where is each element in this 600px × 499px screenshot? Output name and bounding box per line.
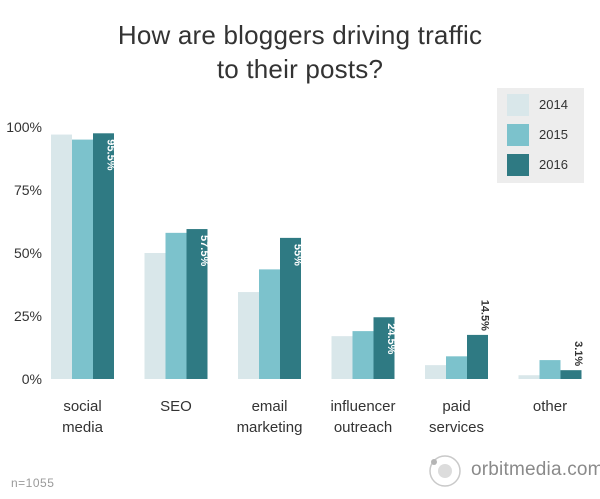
orbit-icon <box>429 455 461 487</box>
legend-label-2015: 2015 <box>539 127 568 142</box>
data-label: 3.1% <box>572 341 584 366</box>
bar-2014 <box>238 292 259 379</box>
bar-2014 <box>425 365 446 379</box>
legend-swatch-2015 <box>507 124 529 146</box>
bar-2015 <box>539 360 561 379</box>
y-tick-label: 75% <box>14 182 42 198</box>
chart-title-line-2: to their posts? <box>216 54 384 84</box>
data-label: 14.5% <box>479 300 491 331</box>
bar-2016 <box>186 229 208 379</box>
x-category-label: influencer <box>330 398 395 415</box>
bar-2016 <box>280 237 301 379</box>
data-label: 57.5% <box>198 235 210 266</box>
x-category-label: paid <box>442 398 470 415</box>
sample-size-note: n=1055 <box>11 476 55 490</box>
bar-2014 <box>518 375 540 379</box>
y-tick-label: 100% <box>6 119 42 135</box>
bar-2014 <box>331 336 353 379</box>
data-label: 55% <box>292 244 304 266</box>
x-category-label: other <box>533 398 567 415</box>
x-category-label: media <box>62 419 104 436</box>
legend-swatch-2016 <box>507 154 529 176</box>
y-tick-label: 0% <box>22 371 42 387</box>
bar-2016 <box>467 334 488 379</box>
chart-title-line-1: How are bloggers driving traffic <box>117 20 483 50</box>
x-category-label: SEO <box>160 398 192 415</box>
x-category-label: outreach <box>334 419 392 436</box>
data-label: 24.5% <box>385 323 397 354</box>
bar-2015 <box>165 232 187 379</box>
bar-2016 <box>373 317 395 379</box>
bar-2016 <box>560 370 582 379</box>
bar-2014 <box>51 134 72 379</box>
y-tick-label: 25% <box>14 308 42 324</box>
bar-2015 <box>352 331 374 379</box>
y-tick-label: 50% <box>14 245 42 261</box>
bar-2015 <box>446 356 467 379</box>
legend-label-2016: 2016 <box>539 157 568 172</box>
brand-watermark[interactable]: orbitmedia.com <box>425 453 600 489</box>
bar-2014 <box>144 253 166 379</box>
x-category-label: marketing <box>237 419 303 436</box>
data-label: 95.5% <box>105 139 117 170</box>
bar-2015 <box>259 269 280 379</box>
bar-2016 <box>93 133 114 379</box>
x-category-label: email <box>252 398 288 415</box>
x-category-label: services <box>429 419 484 436</box>
bar-2015 <box>72 139 93 379</box>
legend-label-2014: 2014 <box>539 97 568 112</box>
brand-name: orbitmedia.com <box>471 459 600 480</box>
chart-title: How are bloggers driving traffic to thei… <box>0 18 600 86</box>
x-category-label: social <box>63 398 101 415</box>
chart-legend: 2014 2015 2016 <box>497 88 584 183</box>
legend-swatch-2014 <box>507 94 529 116</box>
